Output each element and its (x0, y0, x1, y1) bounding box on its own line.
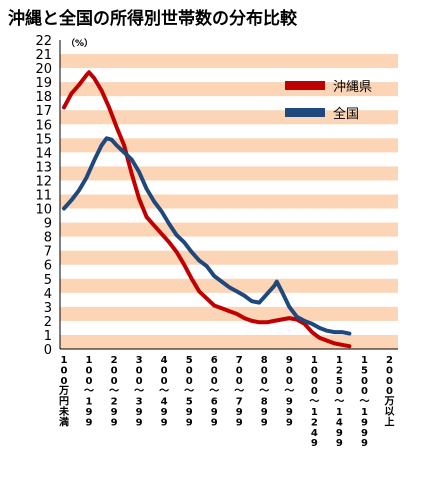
y-tick-label: 14 (35, 146, 52, 161)
grid-band (60, 306, 398, 321)
x-tick-label: 1 5 0 0 ～ 1 9 9 9 (359, 355, 369, 449)
x-tick-label: 4 0 0 ～ 4 9 9 (159, 355, 169, 428)
axes (59, 40, 398, 350)
y-tick-label: 21 (35, 48, 52, 63)
legend-swatch (285, 81, 325, 90)
legend-label: 沖縄県 (333, 80, 372, 95)
x-tick-label: 7 0 0 ～ 7 9 9 (234, 355, 244, 428)
x-tick-label: 1 0 0 ～ 1 9 9 (84, 355, 94, 428)
x-tick-label: 6 0 0 ～ 6 9 9 (209, 355, 219, 428)
y-tick-label: 0 (44, 343, 52, 358)
x-tick-label: 3 0 0 ～ 3 9 9 (134, 355, 144, 428)
y-tick-label: 2 (44, 315, 52, 330)
y-tick-label: 15 (35, 132, 52, 147)
x-tick-label: 2 0 0 0 万以上 (383, 355, 394, 428)
grid-band (60, 54, 398, 69)
y-unit-label: （%） (66, 38, 93, 49)
y-tick-label: 3 (44, 301, 52, 316)
x-tick-label: 8 0 0 ～ 8 9 9 (259, 355, 269, 428)
legend-label: 全国 (333, 106, 359, 122)
x-tick-label: 1 2 5 0 ～ 1 4 9 9 (334, 355, 344, 449)
series-line-0 (62, 70, 352, 349)
x-tick-label: 9 0 0 ～ 9 9 9 (284, 355, 294, 428)
x-tick-label: 5 0 0 ～ 5 9 9 (184, 355, 194, 428)
y-tick-label: 20 (35, 62, 52, 77)
x-tick-label: 1 0 0 万円未満 (58, 355, 69, 428)
grid-band (60, 138, 398, 153)
x-tick-label: 1 0 0 0 ～ 1 2 4 9 (309, 355, 319, 449)
series-lines (62, 70, 352, 349)
y-tick-label: 1 (44, 329, 52, 344)
grid-bands (60, 54, 398, 349)
y-tick-label: 22 (35, 34, 52, 49)
y-tick-label: 17 (35, 104, 52, 119)
series-line-1 (62, 136, 352, 336)
y-tick-label: 18 (35, 90, 52, 105)
y-tick-label: 9 (44, 217, 52, 232)
grid-band (60, 166, 398, 181)
y-tick-label: 11 (35, 189, 52, 204)
grid-band (60, 222, 398, 237)
y-tick-label: 5 (44, 273, 52, 288)
y-tick-label: 4 (44, 287, 52, 302)
legend-swatch (285, 108, 325, 117)
grid-band (60, 334, 398, 349)
x-axis-labels: 1 0 0 万円未満 1 0 0 ～ 1 9 9 2 0 0 ～ 2 9 9 3 0 0 ～ 3 9 9 4 0 0 ～ 4 9 9 5 0 0 ～ 5… (58, 355, 394, 449)
chart-title: 沖縄と全国の所得別世帯数の分布比較 (8, 9, 297, 29)
y-tick-label: 12 (35, 174, 52, 189)
grid-band (60, 250, 398, 265)
x-tick-label: 2 0 0 ～ 2 9 9 (109, 355, 119, 428)
grid-band (60, 194, 398, 209)
y-tick-label: 13 (35, 160, 52, 175)
y-tick-label: 16 (35, 118, 52, 133)
y-tick-label: 10 (35, 203, 52, 218)
y-tick-label: 6 (44, 259, 52, 274)
y-tick-label: 8 (44, 231, 52, 246)
y-tick-label: 7 (44, 245, 52, 260)
y-tick-label: 19 (35, 76, 52, 91)
